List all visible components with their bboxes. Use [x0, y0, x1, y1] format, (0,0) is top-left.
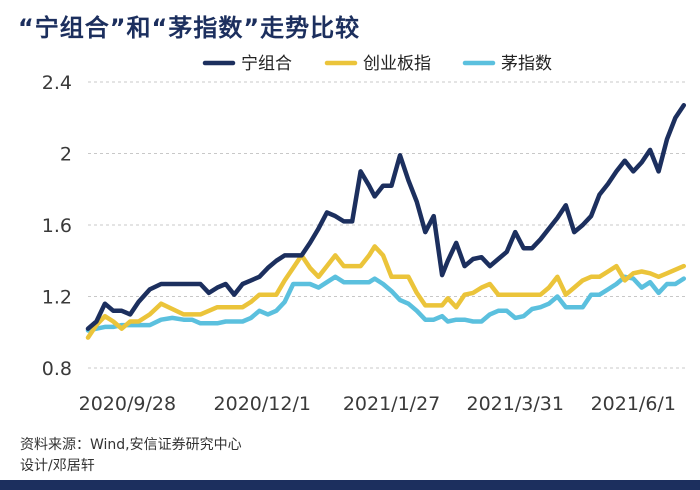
- grid-layer: [88, 81, 686, 369]
- series-layer: [85, 102, 687, 340]
- chart-title: “宁组合”和“茅指数”走势比较: [18, 14, 361, 42]
- source-note: 资料来源：Wind,安信证券研究中心: [20, 437, 242, 453]
- series-line-茅指数: [85, 274, 687, 333]
- axis-layer: 0.8 1.2 1.6 2 2.4 2020/9/28 2020/12/1 2021/1/27…: [42, 72, 676, 415]
- series-line-宁组合: [85, 102, 687, 331]
- legend-label: 宁组合: [241, 54, 292, 74]
- y-tick-label: 1.6: [42, 215, 72, 237]
- x-tick-label: 2020/9/28: [79, 393, 176, 415]
- x-tick-label: 2020/12/1: [214, 393, 311, 415]
- y-tick-label: 0.8: [42, 358, 72, 380]
- bottom-bar: [0, 480, 700, 490]
- y-tick-label: 2.4: [42, 72, 72, 94]
- y-tick-label: 2: [60, 144, 72, 166]
- x-tick-label: 2021/1/27: [343, 393, 440, 415]
- y-tick-label: 1.2: [42, 287, 72, 309]
- series-line-创业板指: [85, 244, 687, 340]
- legend: 宁组合 创业板指 茅指数: [202, 54, 552, 74]
- legend-label: 茅指数: [501, 54, 552, 74]
- legend-label: 创业板指: [363, 54, 431, 74]
- x-tick-label: 2021/6/1: [591, 393, 676, 415]
- x-tick-label: 2021/3/31: [467, 393, 564, 415]
- line-chart: 宁组合 创业板指 茅指数 0.8 1.2 1.6 2 2.4 2020/9/28 2020/12…: [42, 54, 687, 415]
- credit-note: 设计/邓居轩: [20, 458, 95, 474]
